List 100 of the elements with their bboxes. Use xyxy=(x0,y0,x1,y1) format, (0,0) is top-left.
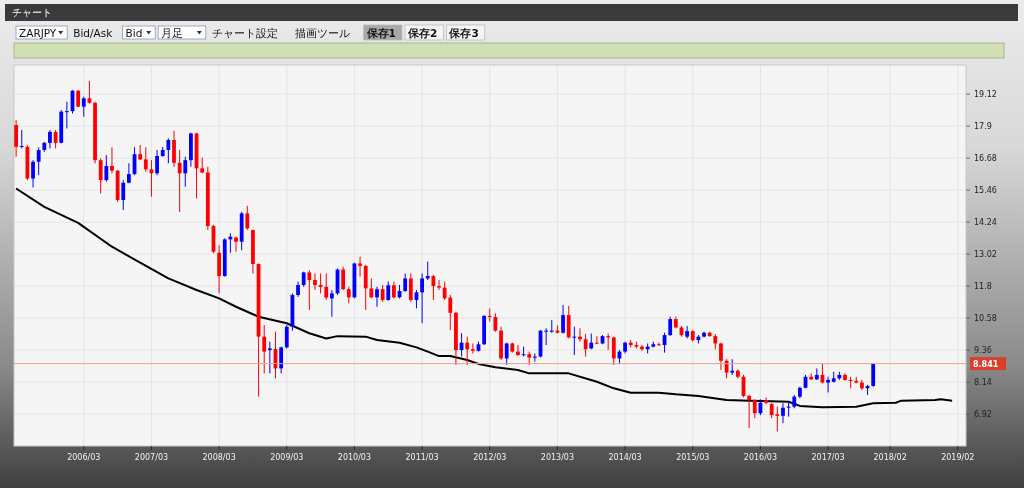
candlestick xyxy=(267,341,272,374)
candlestick xyxy=(719,342,723,371)
text: 保存3 xyxy=(448,26,479,39)
candlestick xyxy=(172,130,176,168)
x-tick-label: 2013/03 xyxy=(540,453,575,462)
x-tick-label: 2006/03 xyxy=(67,453,101,462)
candlestick xyxy=(583,333,588,358)
candlestick xyxy=(245,205,250,231)
candlestick xyxy=(166,137,171,164)
y-tick-label: 14.24 xyxy=(974,218,997,228)
chart-title: チャート xyxy=(12,7,52,18)
candlestick xyxy=(544,327,549,346)
candlestick xyxy=(262,324,267,374)
x-tick-label: 2018/02 xyxy=(873,453,907,462)
candlestick xyxy=(781,402,785,424)
candlestick xyxy=(685,325,690,339)
candlestick xyxy=(329,289,334,318)
text: 保存2 xyxy=(407,26,438,39)
x-tick-label: 2012/03 xyxy=(473,453,507,462)
candlestick xyxy=(408,272,413,303)
candlestick xyxy=(747,394,752,429)
candlestick xyxy=(64,101,69,129)
candlestick xyxy=(98,157,103,194)
candlestick xyxy=(36,146,41,176)
text: Bid/Ask xyxy=(73,26,114,39)
x-tick-label: 2019/02 xyxy=(941,453,975,462)
candlestick xyxy=(595,335,599,345)
candlestick xyxy=(279,346,284,374)
candlestick xyxy=(313,272,317,291)
x-tick-label: 2008/03 xyxy=(202,453,236,462)
candlestick xyxy=(324,272,329,301)
candlestick xyxy=(363,264,368,311)
x-tick-label: 2007/03 xyxy=(134,453,169,462)
text: チャート設定 xyxy=(211,26,278,39)
candlestick xyxy=(611,336,616,366)
text: ZARJPY xyxy=(19,26,57,39)
candlestick xyxy=(110,146,114,174)
y-tick-label: 15.46 xyxy=(974,186,997,196)
line-series xyxy=(15,187,954,409)
x-tick-label: 2014/03 xyxy=(608,453,642,462)
y-tick-label: 6.92 xyxy=(974,410,992,420)
candlestick xyxy=(572,326,577,356)
candlestick xyxy=(48,129,52,149)
candlestick xyxy=(566,305,571,339)
candlestick xyxy=(420,272,424,324)
candlestick xyxy=(177,149,182,213)
candlestick xyxy=(549,319,554,334)
candlestick xyxy=(860,379,864,391)
y-tick-label: 8.14 xyxy=(974,378,992,388)
candlestick xyxy=(104,154,109,183)
candlestick xyxy=(341,266,346,291)
candlestick xyxy=(487,307,492,323)
candlestick xyxy=(155,149,159,176)
candlestick xyxy=(752,398,757,419)
text: 保存1 xyxy=(365,26,396,39)
x-tick-label: 2017/03 xyxy=(811,453,845,462)
y-tick-label: 17.9 xyxy=(974,122,992,132)
candlestick xyxy=(386,281,391,302)
y-tick-label: 9.36 xyxy=(974,346,992,356)
x-tick-label: 2010/03 xyxy=(337,453,372,462)
text: Bid xyxy=(125,26,143,39)
candlestick xyxy=(431,274,436,301)
x-tick-label: 2016/03 xyxy=(743,453,778,462)
candlestick xyxy=(14,119,19,158)
candlestick xyxy=(307,269,312,311)
candlestick xyxy=(234,236,238,253)
candlestick xyxy=(318,272,323,294)
candlestick xyxy=(375,286,379,308)
y-tick-label: 10.58 xyxy=(974,314,997,324)
candlestick xyxy=(437,279,441,291)
candlestick xyxy=(121,179,126,211)
x-tick-label: 2015/03 xyxy=(676,453,710,462)
text: 描画ツール xyxy=(294,26,350,39)
candlestick xyxy=(183,156,188,188)
candlestick xyxy=(19,129,24,149)
candlestick xyxy=(826,376,830,394)
candlestick xyxy=(403,272,408,293)
candlestick xyxy=(532,352,537,363)
candlestick xyxy=(217,244,222,294)
y-tick-label: 16.68 xyxy=(974,154,997,164)
y-tick-label: 19.12 xyxy=(974,90,997,100)
candlestick xyxy=(786,401,791,418)
candlestick xyxy=(31,159,35,188)
candlestick xyxy=(561,304,565,335)
x-tick-label: 2011/03 xyxy=(405,453,439,462)
candlestick xyxy=(143,146,148,173)
text: 月足 xyxy=(161,26,184,39)
ref-line-label: 8.841 xyxy=(973,359,999,369)
candlestick xyxy=(81,96,86,118)
candlestick xyxy=(442,281,447,301)
candlestick xyxy=(465,336,470,366)
candlestick xyxy=(668,316,673,337)
candlestick xyxy=(448,294,453,331)
candlestick xyxy=(764,396,768,405)
candlestick xyxy=(516,344,520,357)
candlestick xyxy=(369,277,374,299)
candlestick xyxy=(284,324,289,349)
y-tick-label: 13.02 xyxy=(974,250,997,260)
x-tick-label: 2009/03 xyxy=(270,453,304,462)
candlestick xyxy=(358,256,362,278)
